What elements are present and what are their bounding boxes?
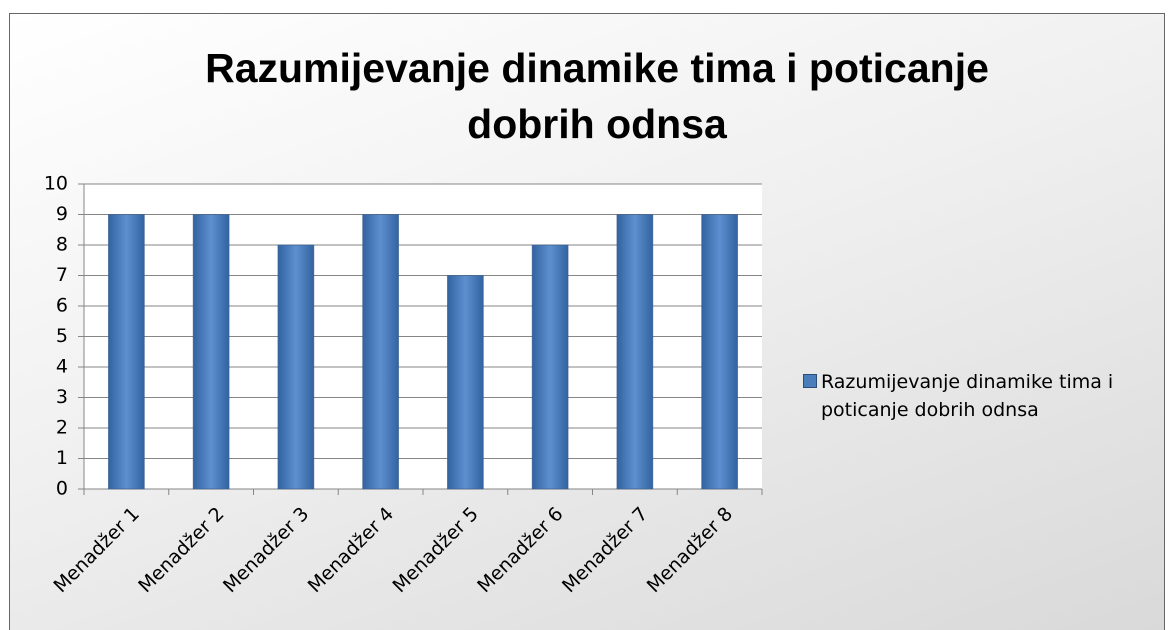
- y-tick-label: 7: [56, 264, 68, 286]
- legend-label: Razumijevanje dinamike tima i poticanje …: [821, 371, 1114, 421]
- x-tick-label: Menadžer 6: [473, 503, 567, 597]
- y-tick-label: 0: [56, 478, 68, 500]
- legend-marker: [803, 374, 817, 388]
- bar-shade: [107, 214, 145, 490]
- chart-title: Razumijevanje dinamike tima i poticanje …: [205, 45, 989, 147]
- bar-shade: [362, 214, 400, 490]
- x-tick-label: Menadžer 7: [558, 503, 652, 597]
- x-tick-label: Menadžer 2: [134, 503, 228, 597]
- x-tick-label: Menadžer 4: [304, 503, 398, 597]
- bar-shade: [701, 214, 739, 490]
- y-tick-label: 8: [56, 234, 68, 256]
- y-tick-label: 5: [56, 325, 68, 347]
- x-tick-label: Menadžer 3: [219, 503, 313, 597]
- y-tick-label: 3: [56, 386, 68, 408]
- bar-shade: [446, 275, 484, 490]
- y-tick-label: 4: [56, 356, 68, 378]
- x-tick-label: Menadžer 1: [49, 503, 143, 597]
- legend: Razumijevanje dinamike tima i poticanje …: [803, 368, 1163, 424]
- y-tick-label: 6: [56, 295, 68, 317]
- y-tick-label: 1: [56, 447, 68, 469]
- y-tick-label: 10: [44, 173, 68, 195]
- x-tick-label: Menadžer 8: [643, 503, 737, 597]
- bar-shade: [277, 244, 315, 490]
- y-tick-label: 2: [56, 417, 68, 439]
- y-tick-label: 9: [56, 203, 68, 225]
- bar-shade: [192, 214, 230, 490]
- bar-shade: [531, 244, 569, 490]
- bar-shade: [616, 214, 654, 490]
- x-tick-label: Menadžer 5: [388, 503, 482, 597]
